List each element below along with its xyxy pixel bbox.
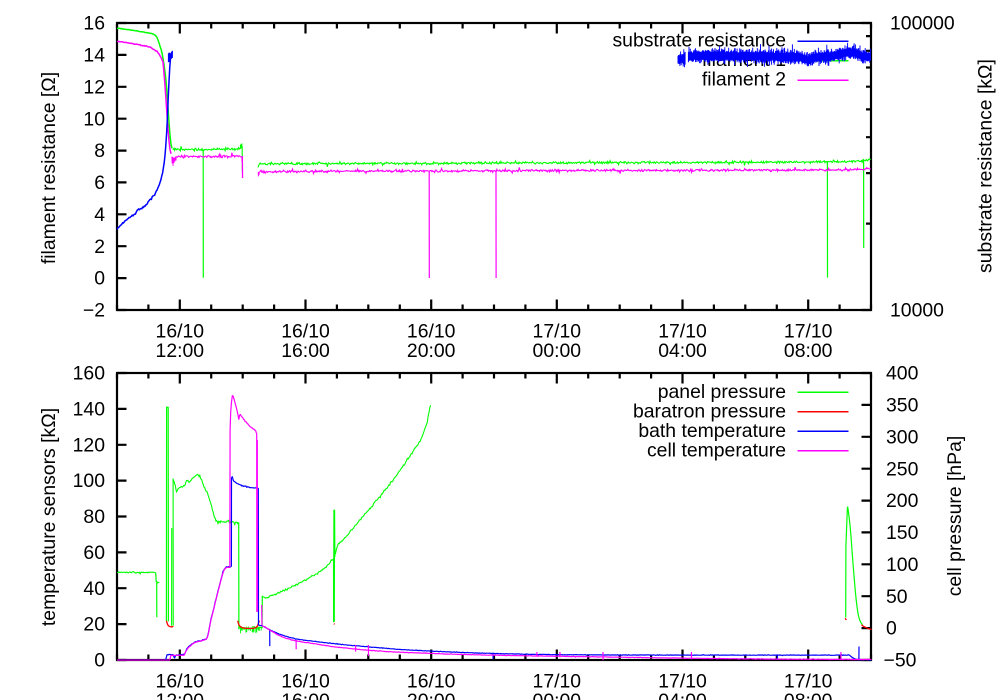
svg-text:substrate resistance [kΩ]: substrate resistance [kΩ]: [975, 59, 997, 273]
svg-text:100: 100: [73, 470, 106, 492]
svg-text:17/10: 17/10: [533, 671, 582, 693]
svg-text:100000: 100000: [890, 13, 955, 35]
svg-text:temperature sensors [kΩ]: temperature sensors [kΩ]: [38, 408, 60, 626]
svg-text:150: 150: [886, 522, 919, 544]
svg-text:0: 0: [94, 268, 105, 290]
svg-text:cell temperature: cell temperature: [647, 439, 786, 461]
svg-text:04:00: 04:00: [658, 340, 707, 362]
svg-text:350: 350: [886, 395, 919, 417]
svg-text:10: 10: [83, 108, 105, 130]
svg-text:filament resistance [Ω]: filament resistance [Ω]: [38, 72, 60, 264]
svg-text:cell pressure [hPa]: cell pressure [hPa]: [944, 436, 966, 597]
svg-text:bath temperature: bath temperature: [638, 420, 786, 442]
svg-text:0: 0: [886, 618, 897, 640]
svg-text:12:00: 12:00: [156, 340, 205, 362]
svg-text:20: 20: [83, 614, 105, 636]
svg-text:50: 50: [886, 586, 908, 608]
svg-text:12: 12: [83, 76, 105, 98]
svg-text:−50: −50: [884, 650, 917, 672]
svg-text:00:00: 00:00: [533, 690, 582, 700]
svg-text:17/10: 17/10: [533, 321, 582, 343]
svg-text:08:00: 08:00: [784, 340, 833, 362]
svg-text:16/10: 16/10: [156, 671, 205, 693]
svg-text:16: 16: [83, 13, 105, 35]
svg-text:16/10: 16/10: [156, 321, 205, 343]
svg-text:400: 400: [886, 363, 919, 385]
svg-text:17/10: 17/10: [784, 321, 833, 343]
svg-text:80: 80: [83, 506, 105, 528]
svg-text:200: 200: [886, 490, 919, 512]
svg-text:60: 60: [83, 542, 105, 564]
svg-text:−2: −2: [83, 300, 105, 322]
svg-text:17/10: 17/10: [784, 671, 833, 693]
svg-text:40: 40: [83, 578, 105, 600]
svg-text:substrate resistance: substrate resistance: [612, 30, 786, 52]
svg-text:6: 6: [94, 172, 105, 194]
svg-text:120: 120: [73, 434, 106, 456]
svg-text:8: 8: [94, 140, 105, 162]
svg-text:100: 100: [886, 554, 919, 576]
svg-text:140: 140: [73, 399, 106, 421]
svg-text:filament 2: filament 2: [702, 69, 786, 91]
svg-text:20:00: 20:00: [407, 340, 456, 362]
svg-text:2: 2: [94, 236, 105, 258]
svg-text:10000: 10000: [890, 300, 944, 322]
svg-text:16/10: 16/10: [407, 671, 456, 693]
svg-text:0: 0: [94, 650, 105, 672]
svg-text:16:00: 16:00: [281, 340, 330, 362]
svg-text:08:00: 08:00: [784, 690, 833, 700]
svg-text:160: 160: [73, 363, 106, 385]
svg-text:16/10: 16/10: [281, 671, 330, 693]
svg-text:20:00: 20:00: [407, 690, 456, 700]
svg-text:16:00: 16:00: [281, 690, 330, 700]
svg-text:panel pressure: panel pressure: [658, 381, 786, 403]
svg-text:300: 300: [886, 426, 919, 448]
svg-text:12:00: 12:00: [156, 690, 205, 700]
svg-text:250: 250: [886, 458, 919, 480]
svg-text:17/10: 17/10: [658, 321, 707, 343]
svg-text:16/10: 16/10: [281, 321, 330, 343]
svg-text:16/10: 16/10: [407, 321, 456, 343]
svg-text:04:00: 04:00: [658, 690, 707, 700]
svg-text:14: 14: [83, 45, 105, 67]
svg-text:00:00: 00:00: [533, 340, 582, 362]
svg-text:17/10: 17/10: [658, 671, 707, 693]
svg-text:4: 4: [94, 204, 105, 226]
svg-text:baratron pressure: baratron pressure: [633, 400, 786, 422]
